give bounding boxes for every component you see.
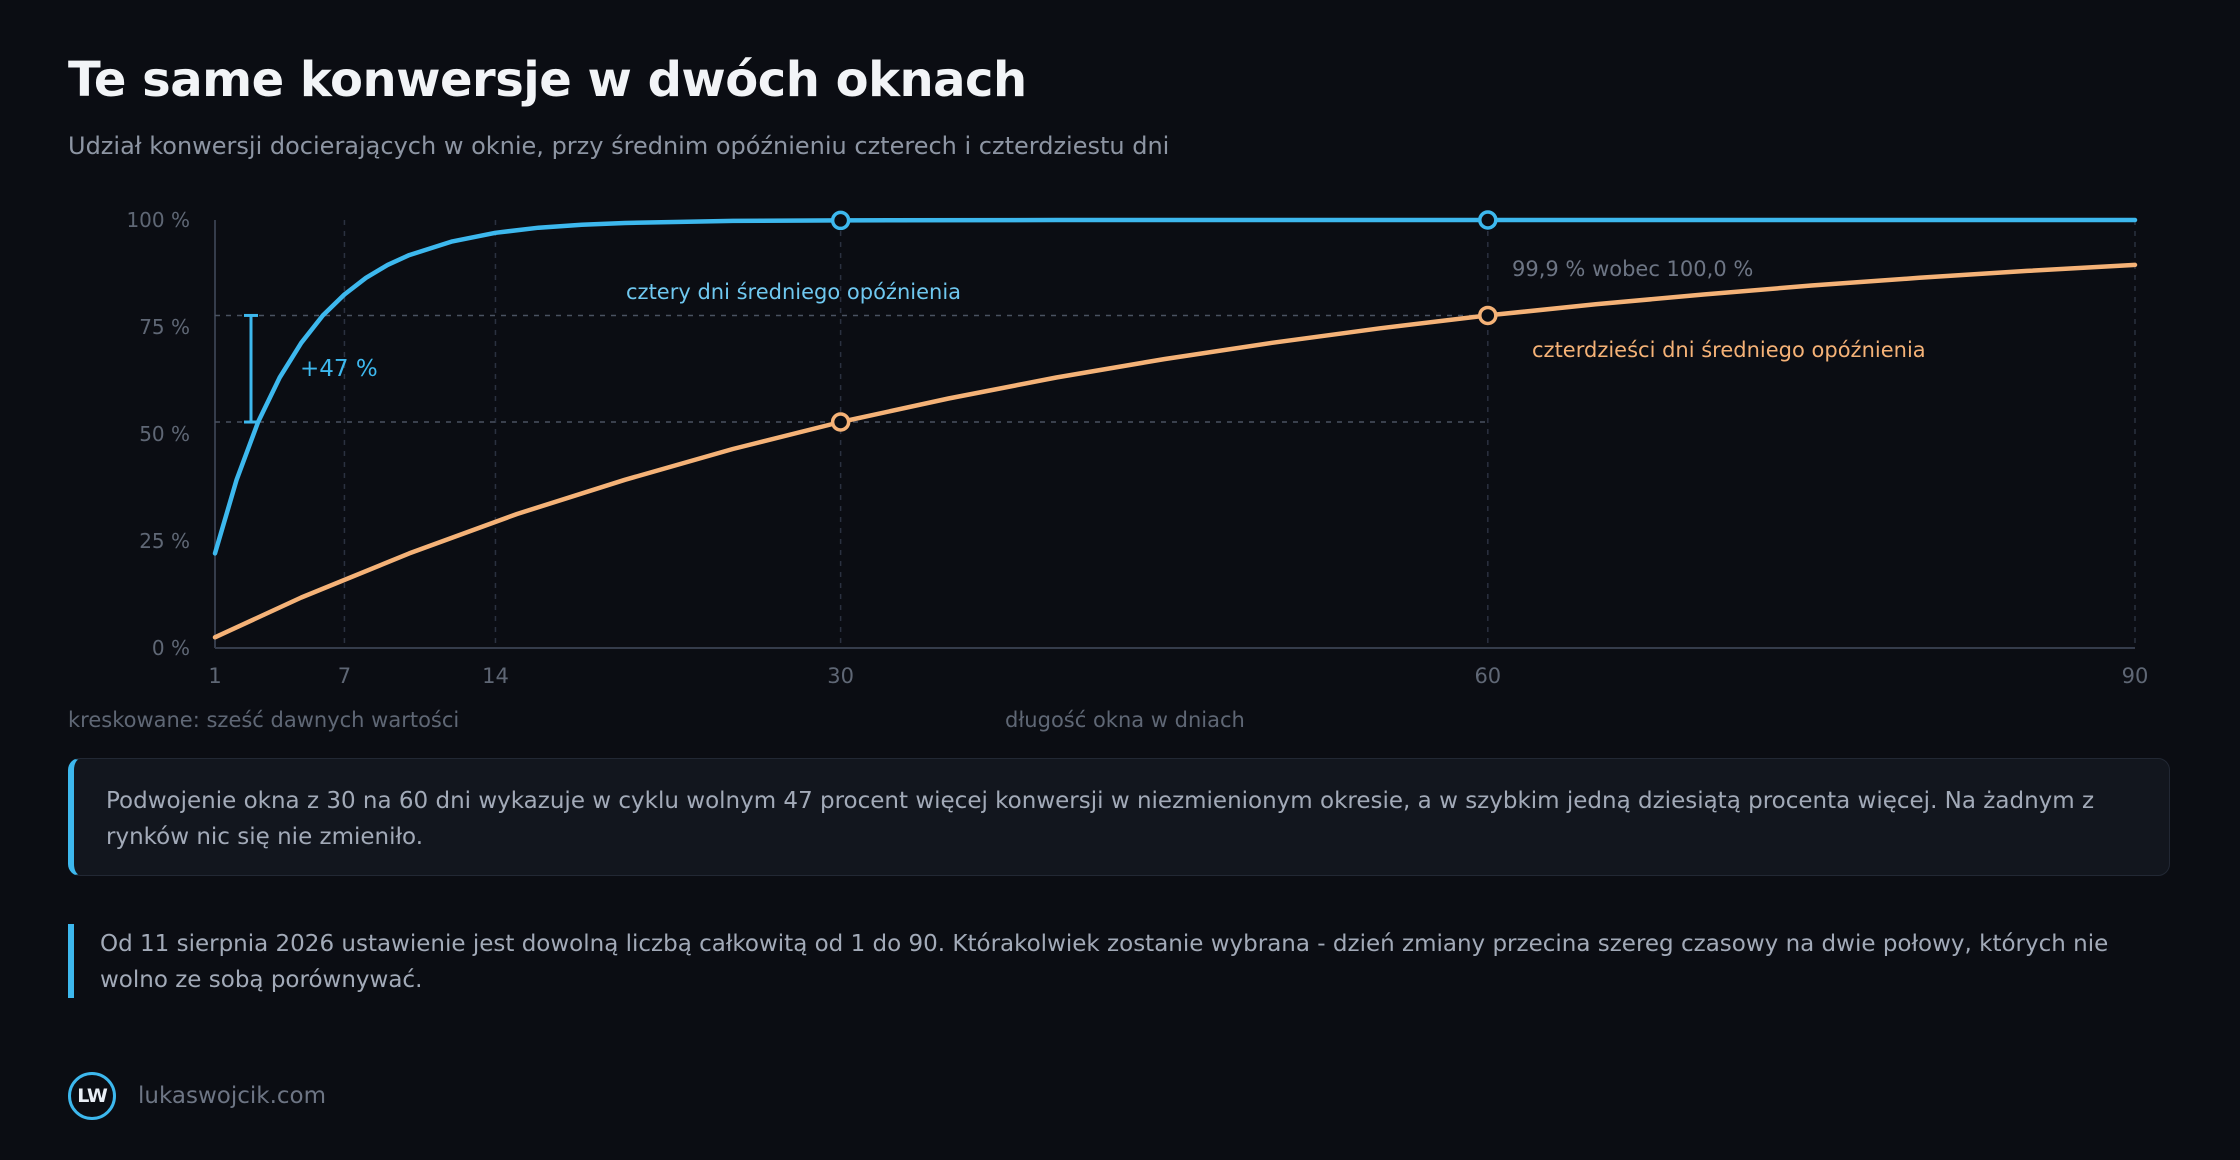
comparison-label: 99,9 % wobec 100,0 % xyxy=(1512,257,1753,281)
dashed-legend-note: kreskowane: sześć dawnych wartości xyxy=(68,708,460,732)
y-tick-label: 75 % xyxy=(139,315,190,339)
page-title: Te same konwersje w dwóch oknach xyxy=(68,52,1027,108)
x-tick-label: 90 xyxy=(2122,664,2149,688)
gap-label: +47 % xyxy=(300,356,378,382)
y-tick-label: 50 % xyxy=(139,422,190,446)
series-label-slow: czterdzieści dni średniego opóźnienia xyxy=(1532,338,1926,362)
footer-site-link[interactable]: lukaswojcik.com xyxy=(138,1083,327,1109)
x-tick-label: 30 xyxy=(827,664,854,688)
slow-marker xyxy=(830,412,851,432)
series-label-fast: cztery dni średniego opóźnienia xyxy=(626,280,961,304)
x-tick-label: 7 xyxy=(338,664,351,688)
fast-marker xyxy=(1478,210,1498,230)
brand-logo: LW xyxy=(68,1072,116,1120)
y-tick-label: 25 % xyxy=(139,529,190,553)
x-tick-label: 1 xyxy=(208,664,221,688)
x-tick-label: 14 xyxy=(482,664,509,688)
x-tick-label: 60 xyxy=(1474,664,1501,688)
page-subtitle: Udział konwersji docierających w oknie, … xyxy=(68,132,1170,160)
x-axis-label: długość okna w dniach xyxy=(1005,708,1245,732)
slow-marker xyxy=(1478,305,1498,326)
line-chart: 0 % 25 % 50 % 75 % 100 % 1 7 14 30 60 90 +47 % czter… xyxy=(126,208,2149,688)
insight-callout: Podwojenie okna z 30 na 60 dni wykazuje … xyxy=(68,758,2170,876)
y-tick-label: 0 % xyxy=(152,636,190,660)
change-note: Od 11 sierpnia 2026 ustawienie jest dowo… xyxy=(68,924,2170,998)
series-line-fast xyxy=(212,217,2138,556)
series-line-slow xyxy=(212,262,2138,640)
fast-marker xyxy=(830,210,851,231)
y-tick-label: 100 % xyxy=(126,208,190,232)
